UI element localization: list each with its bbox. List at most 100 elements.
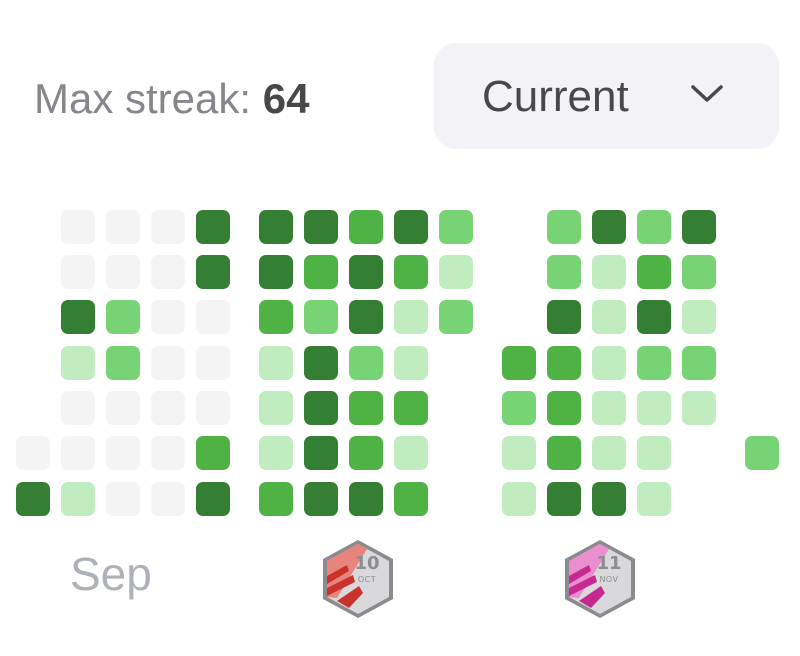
activity-day-cell[interactable] — [151, 210, 185, 244]
activity-day-cell[interactable] — [394, 482, 428, 516]
activity-day-cell[interactable] — [304, 300, 338, 334]
activity-day-cell[interactable] — [196, 210, 230, 244]
activity-day-cell[interactable] — [106, 391, 140, 425]
activity-day-cell[interactable] — [547, 391, 581, 425]
activity-day-cell[interactable] — [592, 300, 626, 334]
activity-day-cell[interactable] — [304, 346, 338, 380]
activity-day-cell[interactable] — [682, 391, 716, 425]
activity-day-cell[interactable] — [349, 482, 383, 516]
november-badge-month: NOV — [599, 575, 619, 584]
activity-day-cell[interactable] — [259, 482, 293, 516]
october-achievement-badge-icon[interactable]: 10 OCT — [319, 538, 397, 620]
activity-day-cell[interactable] — [502, 346, 536, 380]
period-dropdown-label: Current — [482, 72, 629, 121]
activity-day-cell[interactable] — [682, 255, 716, 289]
activity-day-cell[interactable] — [61, 255, 95, 289]
activity-day-cell[interactable] — [106, 482, 140, 516]
activity-day-cell[interactable] — [502, 436, 536, 470]
activity-day-cell[interactable] — [637, 436, 671, 470]
activity-day-cell[interactable] — [61, 391, 95, 425]
activity-day-cell[interactable] — [547, 300, 581, 334]
activity-day-cell[interactable] — [394, 300, 428, 334]
activity-day-cell[interactable] — [547, 210, 581, 244]
activity-day-cell[interactable] — [196, 436, 230, 470]
activity-day-cell[interactable] — [196, 346, 230, 380]
activity-day-cell[interactable] — [547, 436, 581, 470]
activity-day-cell[interactable] — [682, 210, 716, 244]
activity-day-cell[interactable] — [106, 436, 140, 470]
activity-day-cell[interactable] — [547, 346, 581, 380]
activity-day-cell[interactable] — [106, 255, 140, 289]
activity-day-cell[interactable] — [637, 300, 671, 334]
activity-day-cell[interactable] — [592, 255, 626, 289]
activity-day-cell[interactable] — [547, 255, 581, 289]
november-achievement-badge-icon[interactable]: 11 NOV — [561, 538, 639, 620]
activity-day-cell[interactable] — [592, 346, 626, 380]
activity-day-cell[interactable] — [637, 255, 671, 289]
activity-day-cell[interactable] — [394, 210, 428, 244]
activity-day-cell[interactable] — [637, 482, 671, 516]
activity-day-cell[interactable] — [106, 300, 140, 334]
activity-day-cell[interactable] — [682, 300, 716, 334]
activity-day-cell[interactable] — [16, 482, 50, 516]
activity-day-cell[interactable] — [439, 255, 473, 289]
activity-day-cell[interactable] — [259, 346, 293, 380]
activity-day-cell[interactable] — [151, 391, 185, 425]
activity-day-cell[interactable] — [502, 482, 536, 516]
activity-day-cell[interactable] — [196, 255, 230, 289]
activity-day-cell[interactable] — [394, 391, 428, 425]
activity-day-cell[interactable] — [106, 346, 140, 380]
activity-day-cell[interactable] — [439, 300, 473, 334]
activity-day-cell[interactable] — [637, 391, 671, 425]
activity-day-cell[interactable] — [592, 482, 626, 516]
activity-day-cell[interactable] — [196, 391, 230, 425]
activity-day-cell[interactable] — [61, 436, 95, 470]
activity-day-cell[interactable] — [547, 482, 581, 516]
month-label-sep: Sep — [70, 548, 152, 600]
activity-day-cell[interactable] — [592, 391, 626, 425]
activity-day-cell[interactable] — [196, 482, 230, 516]
activity-day-cell[interactable] — [394, 346, 428, 380]
activity-day-cell[interactable] — [592, 436, 626, 470]
activity-day-cell[interactable] — [304, 391, 338, 425]
activity-day-cell[interactable] — [106, 210, 140, 244]
activity-day-cell[interactable] — [745, 436, 779, 470]
max-streak: Max streak: 64 — [34, 74, 309, 124]
activity-day-cell[interactable] — [259, 436, 293, 470]
activity-day-cell[interactable] — [637, 210, 671, 244]
activity-day-cell[interactable] — [304, 482, 338, 516]
activity-day-cell[interactable] — [349, 346, 383, 380]
activity-day-cell[interactable] — [196, 300, 230, 334]
activity-day-cell[interactable] — [151, 255, 185, 289]
activity-day-cell[interactable] — [502, 391, 536, 425]
activity-day-cell[interactable] — [61, 346, 95, 380]
activity-day-cell[interactable] — [61, 482, 95, 516]
activity-day-cell[interactable] — [259, 255, 293, 289]
activity-day-cell[interactable] — [151, 300, 185, 334]
activity-day-cell[interactable] — [439, 210, 473, 244]
activity-day-cell[interactable] — [349, 255, 383, 289]
activity-day-cell[interactable] — [349, 436, 383, 470]
activity-day-cell[interactable] — [16, 436, 50, 470]
max-streak-label: Max streak: — [34, 75, 252, 122]
activity-day-cell[interactable] — [394, 436, 428, 470]
activity-day-cell[interactable] — [151, 482, 185, 516]
activity-day-cell[interactable] — [61, 300, 95, 334]
activity-day-cell[interactable] — [61, 210, 95, 244]
period-dropdown[interactable]: Current — [434, 43, 779, 149]
activity-day-cell[interactable] — [304, 436, 338, 470]
activity-day-cell[interactable] — [259, 391, 293, 425]
activity-day-cell[interactable] — [394, 255, 428, 289]
activity-day-cell[interactable] — [151, 346, 185, 380]
activity-day-cell[interactable] — [637, 346, 671, 380]
activity-day-cell[interactable] — [349, 210, 383, 244]
activity-day-cell[interactable] — [304, 210, 338, 244]
activity-day-cell[interactable] — [151, 436, 185, 470]
activity-day-cell[interactable] — [349, 391, 383, 425]
activity-day-cell[interactable] — [304, 255, 338, 289]
activity-day-cell[interactable] — [592, 210, 626, 244]
activity-day-cell[interactable] — [259, 300, 293, 334]
activity-day-cell[interactable] — [349, 300, 383, 334]
activity-day-cell[interactable] — [259, 210, 293, 244]
activity-day-cell[interactable] — [682, 346, 716, 380]
